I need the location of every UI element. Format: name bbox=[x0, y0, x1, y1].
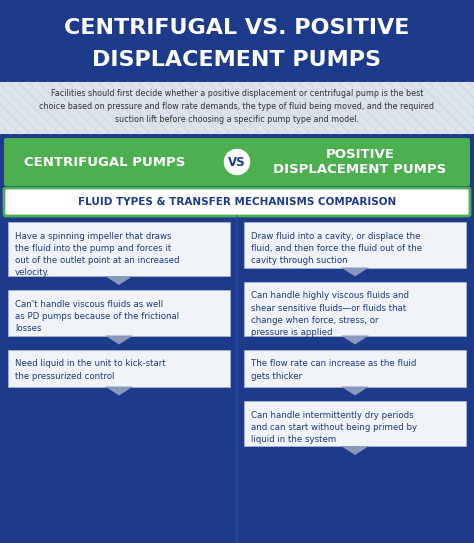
Polygon shape bbox=[341, 446, 369, 455]
Text: Can't handle viscous fluids as well
as PD pumps because of the frictional
losses: Can't handle viscous fluids as well as P… bbox=[15, 300, 179, 333]
Text: Have a spinning impeller that draws
the fluid into the pump and forces it
out of: Have a spinning impeller that draws the … bbox=[15, 232, 180, 277]
Text: DISPLACEMENT PUMPS: DISPLACEMENT PUMPS bbox=[92, 50, 382, 70]
FancyBboxPatch shape bbox=[8, 350, 230, 387]
Polygon shape bbox=[105, 387, 133, 395]
Text: FLUID TYPES & TRANSFER MECHANISMS COMPARISON: FLUID TYPES & TRANSFER MECHANISMS COMPAR… bbox=[78, 197, 396, 207]
FancyBboxPatch shape bbox=[8, 222, 230, 276]
Polygon shape bbox=[341, 336, 369, 344]
FancyBboxPatch shape bbox=[0, 82, 474, 134]
Circle shape bbox=[222, 147, 252, 177]
Text: VS: VS bbox=[228, 155, 246, 168]
FancyBboxPatch shape bbox=[8, 290, 230, 336]
Text: Facilities should first decide whether a positive displacement or centrifugal pu: Facilities should first decide whether a… bbox=[39, 89, 435, 124]
Text: CENTRIFUGAL VS. POSITIVE: CENTRIFUGAL VS. POSITIVE bbox=[64, 18, 410, 38]
Text: Draw fluid into a cavity, or displace the
fluid, and then force the fluid out of: Draw fluid into a cavity, or displace th… bbox=[251, 232, 422, 266]
Text: The flow rate can increase as the fluid
gets thicker: The flow rate can increase as the fluid … bbox=[251, 359, 416, 381]
Text: Can handle highly viscous fluids and
shear sensitive fluids—or fluids that
chang: Can handle highly viscous fluids and she… bbox=[251, 292, 409, 337]
Text: POSITIVE
DISPLACEMENT PUMPS: POSITIVE DISPLACEMENT PUMPS bbox=[273, 148, 447, 176]
FancyBboxPatch shape bbox=[244, 281, 466, 336]
Text: CENTRIFUGAL PUMPS: CENTRIFUGAL PUMPS bbox=[24, 155, 186, 168]
Text: Need liquid in the unit to kick-start
the pressurized control: Need liquid in the unit to kick-start th… bbox=[15, 359, 165, 381]
FancyBboxPatch shape bbox=[0, 0, 474, 82]
FancyBboxPatch shape bbox=[244, 401, 466, 446]
FancyBboxPatch shape bbox=[4, 138, 470, 186]
Polygon shape bbox=[341, 268, 369, 276]
Polygon shape bbox=[341, 387, 369, 395]
Polygon shape bbox=[105, 336, 133, 344]
FancyBboxPatch shape bbox=[244, 222, 466, 268]
FancyBboxPatch shape bbox=[4, 188, 470, 216]
FancyBboxPatch shape bbox=[244, 350, 466, 387]
Text: Can handle intermittently dry periods
and can start without being primed by
liqu: Can handle intermittently dry periods an… bbox=[251, 411, 417, 444]
Polygon shape bbox=[105, 276, 133, 285]
